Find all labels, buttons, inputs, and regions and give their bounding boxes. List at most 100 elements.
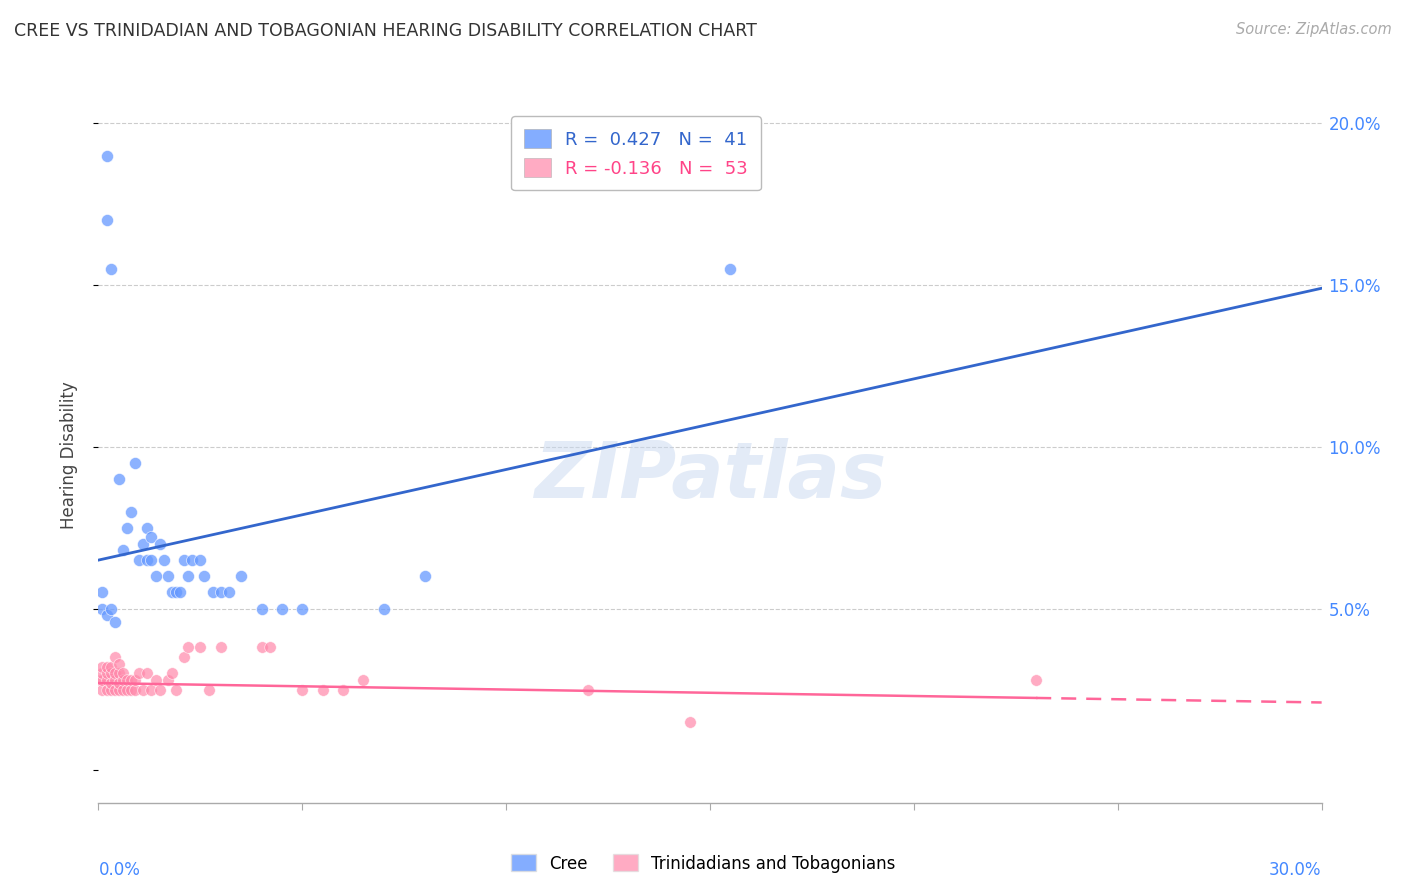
Point bbox=[120, 682, 142, 697]
Point bbox=[100, 601, 122, 615]
Point bbox=[108, 657, 131, 671]
Point bbox=[291, 682, 314, 697]
Point bbox=[96, 666, 118, 681]
Point bbox=[250, 640, 273, 655]
Point bbox=[100, 676, 122, 690]
Point bbox=[218, 585, 240, 599]
Point bbox=[250, 601, 273, 615]
Point bbox=[188, 553, 212, 567]
Point bbox=[96, 148, 118, 162]
Point bbox=[1025, 673, 1047, 687]
Point bbox=[115, 673, 138, 687]
Point bbox=[111, 673, 134, 687]
Point bbox=[156, 569, 179, 583]
Point bbox=[173, 650, 195, 665]
Point bbox=[145, 673, 167, 687]
Point bbox=[132, 537, 155, 551]
Point bbox=[115, 682, 138, 697]
Point bbox=[91, 601, 114, 615]
Point bbox=[124, 673, 146, 687]
Point bbox=[100, 682, 122, 697]
Point bbox=[96, 682, 118, 697]
Point bbox=[96, 660, 118, 674]
Point bbox=[136, 666, 159, 681]
Point bbox=[152, 553, 174, 567]
Point bbox=[197, 682, 219, 697]
Point bbox=[96, 608, 118, 623]
Point bbox=[373, 601, 395, 615]
Point bbox=[720, 261, 742, 276]
Point bbox=[120, 673, 142, 687]
Point bbox=[128, 666, 150, 681]
Point bbox=[149, 682, 172, 697]
Point bbox=[312, 682, 335, 697]
Point bbox=[149, 537, 172, 551]
Point bbox=[91, 660, 114, 674]
Point bbox=[100, 660, 122, 674]
Point bbox=[128, 553, 150, 567]
Text: Source: ZipAtlas.com: Source: ZipAtlas.com bbox=[1236, 22, 1392, 37]
Point bbox=[177, 569, 200, 583]
Point bbox=[679, 714, 702, 729]
Point bbox=[124, 456, 146, 470]
Point bbox=[231, 569, 253, 583]
Point bbox=[124, 682, 146, 697]
Point bbox=[169, 585, 191, 599]
Text: CREE VS TRINIDADIAN AND TOBAGONIAN HEARING DISABILITY CORRELATION CHART: CREE VS TRINIDADIAN AND TOBAGONIAN HEARI… bbox=[14, 22, 756, 40]
Point bbox=[160, 666, 183, 681]
Point bbox=[160, 585, 183, 599]
Point bbox=[132, 682, 155, 697]
Point bbox=[91, 682, 114, 697]
Point bbox=[104, 666, 127, 681]
Point bbox=[352, 673, 374, 687]
Point bbox=[173, 553, 195, 567]
Point bbox=[141, 531, 163, 545]
Point bbox=[108, 682, 131, 697]
Point bbox=[108, 666, 131, 681]
Point bbox=[332, 682, 354, 697]
Y-axis label: Hearing Disability: Hearing Disability bbox=[59, 381, 77, 529]
Point bbox=[201, 585, 224, 599]
Point bbox=[156, 673, 179, 687]
Point bbox=[291, 601, 314, 615]
Point bbox=[115, 521, 138, 535]
Point bbox=[104, 682, 127, 697]
Point bbox=[136, 521, 159, 535]
Text: 0.0%: 0.0% bbox=[98, 861, 141, 879]
Point bbox=[104, 615, 127, 629]
Point bbox=[89, 673, 111, 687]
Text: 30.0%: 30.0% bbox=[1270, 861, 1322, 879]
Point bbox=[270, 601, 294, 615]
Point bbox=[141, 682, 163, 697]
Point bbox=[209, 585, 232, 599]
Point bbox=[91, 673, 114, 687]
Point bbox=[111, 666, 134, 681]
Point bbox=[193, 569, 215, 583]
Point bbox=[91, 666, 114, 681]
Point bbox=[108, 472, 131, 486]
Point bbox=[136, 553, 159, 567]
Point bbox=[96, 673, 118, 687]
Point bbox=[188, 640, 212, 655]
Legend: R =  0.427   N =  41, R = -0.136   N =  53: R = 0.427 N = 41, R = -0.136 N = 53 bbox=[512, 116, 761, 190]
Point bbox=[96, 213, 118, 227]
Point bbox=[108, 676, 131, 690]
Point bbox=[100, 666, 122, 681]
Point bbox=[104, 673, 127, 687]
Point bbox=[259, 640, 281, 655]
Point bbox=[576, 682, 599, 697]
Point bbox=[111, 543, 134, 558]
Point bbox=[413, 569, 436, 583]
Point bbox=[209, 640, 232, 655]
Point bbox=[141, 553, 163, 567]
Point bbox=[91, 585, 114, 599]
Point bbox=[111, 682, 134, 697]
Text: ZIPatlas: ZIPatlas bbox=[534, 438, 886, 514]
Point bbox=[181, 553, 204, 567]
Legend: Cree, Trinidadians and Tobagonians: Cree, Trinidadians and Tobagonians bbox=[505, 847, 901, 880]
Point bbox=[100, 261, 122, 276]
Point bbox=[145, 569, 167, 583]
Point bbox=[104, 650, 127, 665]
Point bbox=[165, 585, 187, 599]
Point bbox=[165, 682, 187, 697]
